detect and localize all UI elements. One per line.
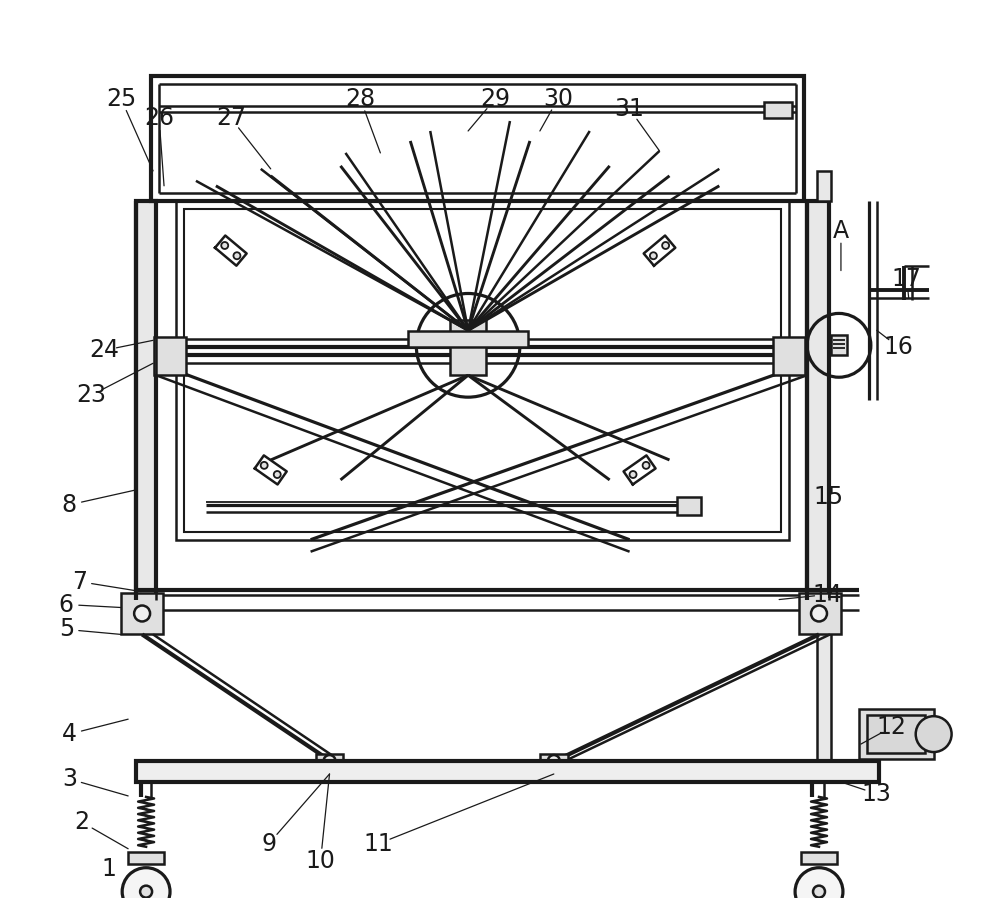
Text: 30: 30	[543, 87, 573, 111]
Text: 29: 29	[480, 87, 510, 111]
Bar	[817, 171, 831, 200]
Bar	[136, 200, 156, 600]
Circle shape	[548, 755, 560, 767]
Text: 10: 10	[306, 849, 335, 873]
Bar	[859, 709, 934, 759]
Text: 6: 6	[59, 592, 74, 617]
Bar	[136, 761, 879, 782]
Bar	[807, 200, 829, 600]
Bar	[831, 335, 847, 355]
Circle shape	[274, 471, 281, 478]
Text: 12: 12	[877, 715, 907, 739]
Bar	[677, 497, 701, 515]
Bar	[867, 716, 925, 753]
Text: 3: 3	[62, 767, 77, 791]
Circle shape	[221, 242, 228, 249]
Bar	[316, 754, 343, 774]
Circle shape	[630, 471, 637, 478]
Text: 15: 15	[814, 485, 844, 509]
Circle shape	[134, 606, 150, 621]
Circle shape	[122, 868, 170, 899]
Text: A: A	[833, 218, 849, 243]
Text: 23: 23	[76, 383, 106, 407]
Bar	[184, 209, 781, 531]
Text: 17: 17	[892, 266, 922, 290]
Text: 8: 8	[62, 493, 77, 517]
Bar	[764, 102, 792, 118]
Bar	[408, 332, 528, 347]
Text: 9: 9	[261, 832, 276, 856]
Text: 27: 27	[216, 106, 246, 130]
Circle shape	[813, 886, 825, 897]
Circle shape	[795, 868, 843, 899]
Bar	[450, 320, 486, 375]
Text: 25: 25	[106, 87, 136, 111]
Text: 7: 7	[72, 570, 87, 593]
Bar	[176, 200, 789, 539]
Circle shape	[650, 253, 657, 259]
Bar	[801, 851, 837, 864]
Text: 5: 5	[59, 618, 74, 642]
Bar	[121, 592, 163, 635]
Text: 24: 24	[89, 338, 119, 362]
Bar	[154, 337, 186, 375]
Bar	[540, 754, 568, 774]
Circle shape	[233, 253, 240, 259]
Text: 4: 4	[62, 722, 77, 746]
Circle shape	[140, 886, 152, 897]
Bar	[817, 600, 831, 779]
Circle shape	[662, 242, 669, 249]
Text: 16: 16	[884, 335, 914, 360]
Circle shape	[811, 606, 827, 621]
Text: 14: 14	[812, 583, 842, 607]
Circle shape	[643, 462, 650, 469]
Text: 11: 11	[364, 832, 393, 856]
Text: 1: 1	[102, 857, 117, 881]
Text: 13: 13	[862, 782, 892, 806]
Text: 26: 26	[144, 106, 174, 130]
Circle shape	[324, 755, 336, 767]
Bar	[799, 592, 841, 635]
Text: 31: 31	[615, 97, 645, 121]
Circle shape	[916, 717, 952, 752]
Text: 28: 28	[345, 87, 375, 111]
Bar	[128, 851, 164, 864]
Bar	[773, 337, 805, 375]
Bar	[151, 76, 804, 200]
Text: 2: 2	[74, 810, 89, 834]
Circle shape	[261, 462, 268, 469]
